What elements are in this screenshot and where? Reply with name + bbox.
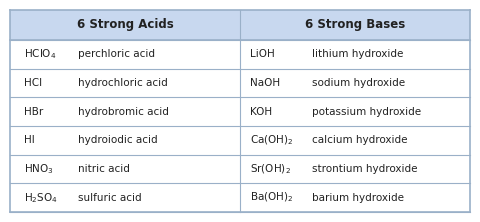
Text: KOH: KOH: [250, 107, 272, 117]
Text: HI: HI: [24, 135, 35, 145]
Text: 6 Strong Bases: 6 Strong Bases: [305, 18, 405, 32]
Text: nitric acid: nitric acid: [78, 164, 130, 174]
Text: LiOH: LiOH: [250, 49, 275, 59]
Text: lithium hydroxide: lithium hydroxide: [312, 49, 403, 59]
Text: Sr(OH)$_2$: Sr(OH)$_2$: [250, 162, 291, 176]
Text: strontium hydroxide: strontium hydroxide: [312, 164, 418, 174]
Text: HNO$_3$: HNO$_3$: [24, 162, 54, 176]
Text: hydroiodic acid: hydroiodic acid: [78, 135, 157, 145]
Text: hydrobromic acid: hydrobromic acid: [78, 107, 169, 117]
Text: calcium hydroxide: calcium hydroxide: [312, 135, 408, 145]
Text: sodium hydroxide: sodium hydroxide: [312, 78, 405, 88]
Text: HCl: HCl: [24, 78, 42, 88]
Bar: [10, 10, 470, 40]
Text: H$_2$SO$_4$: H$_2$SO$_4$: [24, 191, 58, 204]
Text: Ba(OH)$_2$: Ba(OH)$_2$: [250, 191, 293, 204]
Text: NaOH: NaOH: [250, 78, 280, 88]
Text: perchloric acid: perchloric acid: [78, 49, 155, 59]
Text: HBr: HBr: [24, 107, 43, 117]
Text: 6 Strong Acids: 6 Strong Acids: [77, 18, 173, 32]
Text: Ca(OH)$_2$: Ca(OH)$_2$: [250, 134, 294, 147]
Text: potassium hydroxide: potassium hydroxide: [312, 107, 421, 117]
Text: HClO$_4$: HClO$_4$: [24, 48, 56, 61]
Text: barium hydroxide: barium hydroxide: [312, 193, 404, 203]
Text: sulfuric acid: sulfuric acid: [78, 193, 142, 203]
Text: hydrochloric acid: hydrochloric acid: [78, 78, 168, 88]
